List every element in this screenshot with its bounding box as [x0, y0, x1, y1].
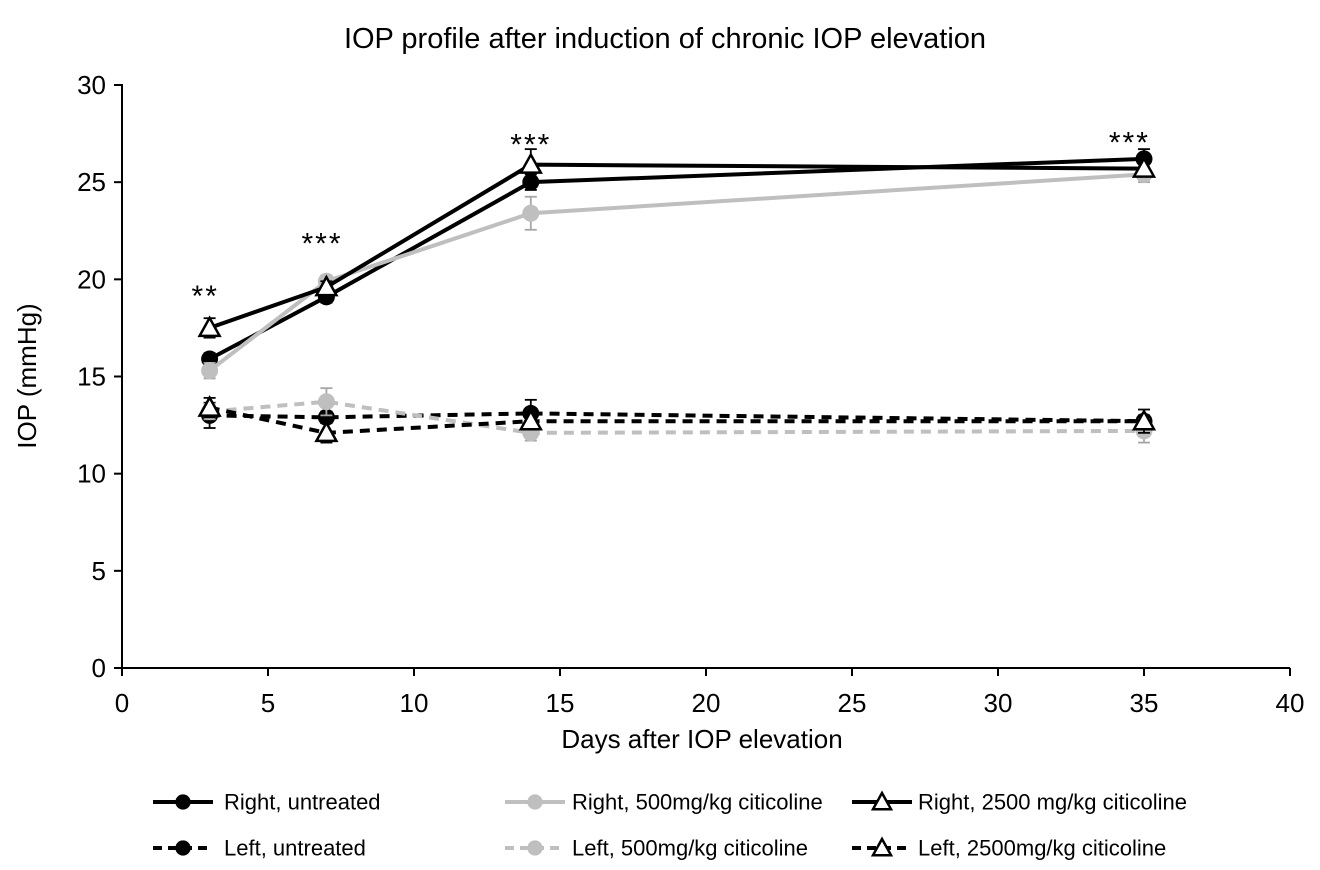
- x-tick-label: 35: [1130, 688, 1159, 718]
- series-3: [201, 398, 1153, 430]
- series-line: [209, 405, 1144, 435]
- series-2: [197, 148, 1157, 339]
- triangle-marker: [518, 152, 543, 174]
- legend-marker-right-500: [505, 794, 565, 810]
- significance-marker: ***: [510, 128, 551, 161]
- x-tick-label: 10: [400, 688, 429, 718]
- triangle-marker: [518, 408, 543, 431]
- legend-item-left-untreated: Left, untreated: [153, 836, 366, 861]
- y-tick-label: 25: [77, 167, 106, 197]
- legend-label-left-2500: Left, 2500mg/kg citicoline: [918, 836, 1166, 861]
- x-tick-label: 30: [984, 688, 1013, 718]
- x-tick-label: 15: [546, 688, 575, 718]
- legend-item-right-untreated: Right, untreated: [153, 790, 381, 815]
- series-5: [197, 395, 1157, 444]
- triangle-marker: [1131, 155, 1157, 178]
- circle-marker: [527, 794, 543, 810]
- x-tick-label: 25: [838, 688, 867, 718]
- y-tick-label: 0: [92, 653, 106, 683]
- y-tick-label: 5: [92, 556, 106, 586]
- legend-marker-right-2500: [852, 790, 912, 811]
- circle-marker: [317, 408, 335, 426]
- legend-label-right-500: Right, 500mg/kg citicoline: [572, 790, 823, 815]
- y-tick-label: 15: [77, 362, 106, 392]
- legend-label-right-untreated: Right, untreated: [224, 790, 381, 815]
- circle-marker: [527, 840, 543, 856]
- series-1: [201, 165, 1153, 380]
- triangle-marker: [1131, 408, 1157, 431]
- legend-marker-left-2500: [852, 836, 912, 857]
- significance-marker: ***: [1109, 126, 1150, 159]
- data-series-layer: [197, 148, 1157, 444]
- circle-marker: [201, 362, 219, 380]
- circle-marker: [317, 393, 335, 411]
- legend-marker-left-untreated: [153, 840, 213, 856]
- triangle-marker: [870, 790, 894, 811]
- legend: Right, untreated Right, 500mg/kg citicol…: [153, 790, 1187, 861]
- series-line: [209, 411, 1145, 424]
- axis-ticks: 0 5 10 15 20 25 30 35 40 0 5 10 15 20 25 30: [77, 70, 1304, 718]
- legend-item-left-2500: Left, 2500mg/kg citicoline: [852, 836, 1166, 861]
- legend-item-left-500: Left, 500mg/kg citicoline: [505, 836, 808, 861]
- triangle-marker: [197, 395, 222, 417]
- x-tick-label: 0: [115, 688, 129, 718]
- y-axis-label: IOP (mmHg): [12, 303, 42, 448]
- x-tick-label: 20: [692, 688, 721, 718]
- circle-marker: [522, 173, 540, 191]
- legend-item-right-500: Right, 500mg/kg citicoline: [505, 790, 823, 815]
- y-tick-label: 30: [77, 70, 106, 100]
- x-tick-label: 40: [1276, 688, 1305, 718]
- significance-marker: **: [192, 280, 219, 313]
- x-axis-label: Days after IOP elevation: [561, 724, 842, 754]
- triangle-marker: [314, 420, 339, 443]
- legend-label-left-untreated: Left, untreated: [224, 836, 366, 861]
- y-tick-label: 20: [77, 264, 106, 294]
- chart-title: IOP profile after induction of chronic I…: [344, 23, 986, 55]
- circle-marker: [175, 840, 191, 856]
- circle-marker: [522, 204, 540, 222]
- y-tick-label: 10: [77, 459, 106, 489]
- series-line: [208, 162, 1145, 330]
- legend-marker-right-untreated: [153, 794, 213, 810]
- legend-label-left-500: Left, 500mg/kg citicoline: [572, 836, 808, 861]
- circle-marker: [175, 794, 191, 810]
- x-tick-label: 5: [261, 688, 275, 718]
- series-line: [208, 156, 1145, 361]
- legend-item-right-2500: Right, 2500 mg/kg citicoline: [852, 790, 1187, 815]
- triangle-marker: [870, 836, 894, 857]
- triangle-marker: [197, 315, 222, 338]
- series-line: [208, 172, 1145, 373]
- triangle-marker: [314, 274, 339, 297]
- legend-label-right-2500: Right, 2500 mg/kg citicoline: [918, 790, 1187, 815]
- series-line: [209, 399, 1145, 435]
- legend-marker-left-500: [505, 840, 565, 856]
- significance-marker: ***: [302, 228, 343, 261]
- significance-annotations: ******** ***: [192, 126, 1150, 313]
